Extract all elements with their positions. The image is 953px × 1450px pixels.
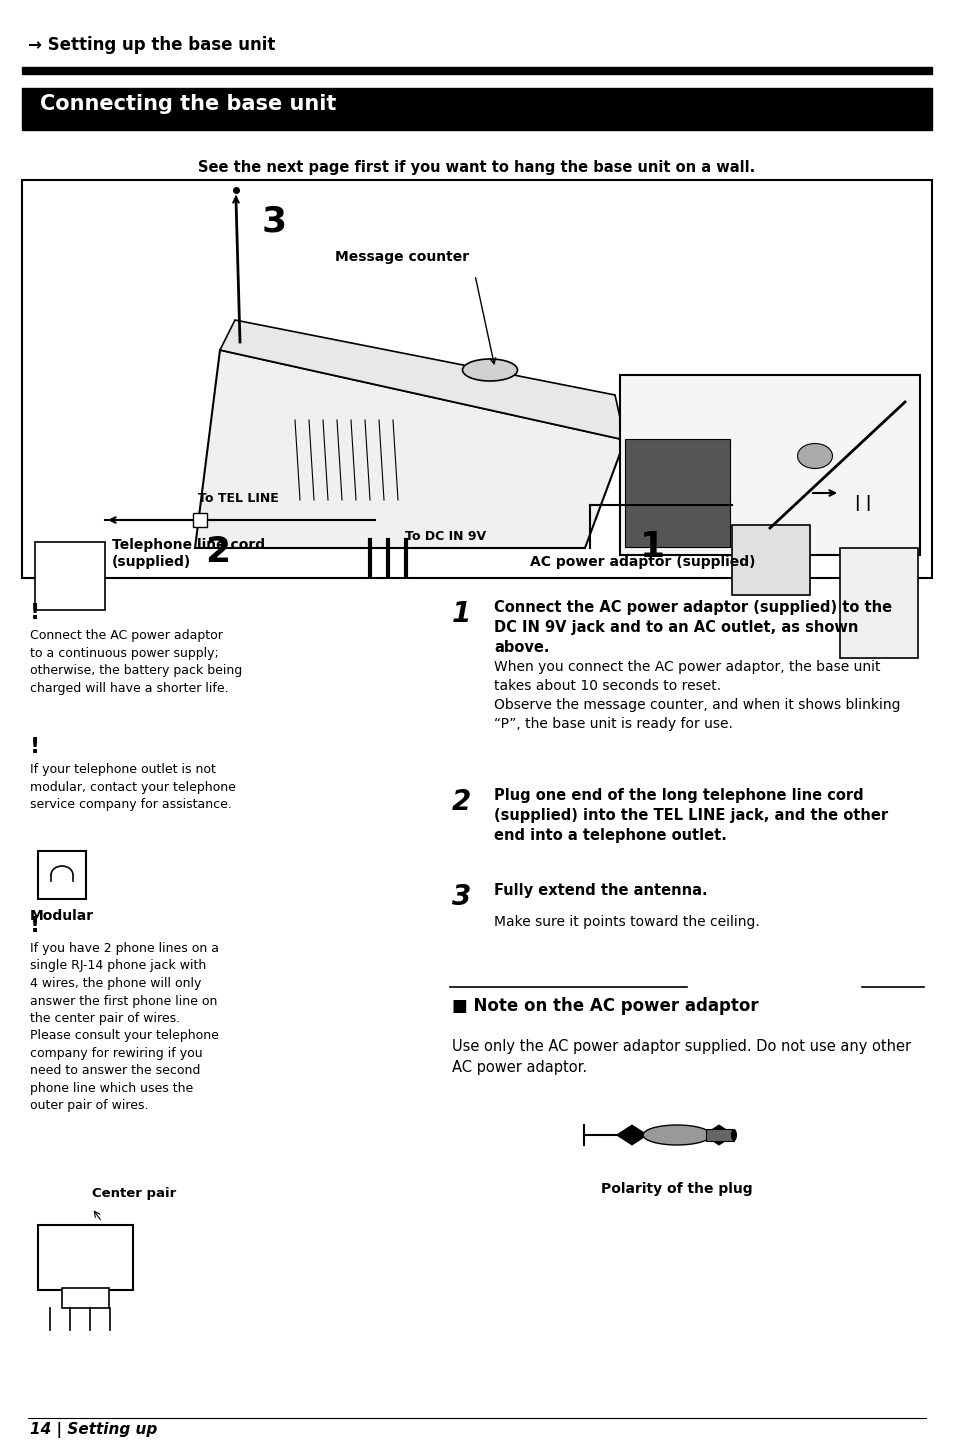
Text: See the next page first if you want to hang the base unit on a wall.: See the next page first if you want to h… bbox=[198, 160, 755, 175]
Bar bbox=[62, 1288, 110, 1308]
Text: Connect the AC power adaptor (supplied) to the
DC IN 9V jack and to an AC outlet: Connect the AC power adaptor (supplied) … bbox=[494, 600, 891, 654]
Text: To DC IN 9V: To DC IN 9V bbox=[405, 531, 486, 542]
Text: If you have 2 phone lines on a
single RJ-14 phone jack with
4 wires, the phone w: If you have 2 phone lines on a single RJ… bbox=[30, 942, 219, 1112]
Bar bbox=[840, 548, 917, 658]
Ellipse shape bbox=[730, 1130, 737, 1141]
Text: 2: 2 bbox=[452, 787, 471, 816]
Text: Center pair: Center pair bbox=[91, 1188, 176, 1201]
Bar bbox=[193, 513, 207, 526]
Polygon shape bbox=[617, 1125, 646, 1144]
Text: AC power adaptor (supplied): AC power adaptor (supplied) bbox=[530, 555, 755, 568]
Bar bbox=[38, 1225, 132, 1290]
Text: 1: 1 bbox=[639, 531, 664, 564]
Text: Use only the AC power adaptor supplied. Do not use any other
AC power adaptor.: Use only the AC power adaptor supplied. … bbox=[452, 1040, 910, 1074]
Text: 3: 3 bbox=[262, 204, 287, 239]
Text: ■ Note on the AC power adaptor: ■ Note on the AC power adaptor bbox=[452, 998, 758, 1015]
Text: If your telephone outlet is not
modular, contact your telephone
service company : If your telephone outlet is not modular,… bbox=[30, 763, 235, 811]
Ellipse shape bbox=[462, 360, 517, 381]
Polygon shape bbox=[703, 1125, 733, 1144]
Text: Connecting the base unit: Connecting the base unit bbox=[40, 94, 336, 115]
Text: 3: 3 bbox=[452, 883, 471, 911]
Text: !: ! bbox=[30, 737, 40, 757]
Text: → Setting up the base unit: → Setting up the base unit bbox=[28, 36, 275, 54]
Text: When you connect the AC power adaptor, the base unit
takes about 10 seconds to r: When you connect the AC power adaptor, t… bbox=[494, 660, 900, 731]
Text: Message counter: Message counter bbox=[335, 249, 469, 264]
Text: 1: 1 bbox=[452, 600, 471, 628]
Bar bbox=[705, 1130, 733, 1141]
Text: 14 | Setting up: 14 | Setting up bbox=[30, 1422, 157, 1438]
Text: !: ! bbox=[30, 603, 40, 624]
Text: Make sure it points toward the ceiling.: Make sure it points toward the ceiling. bbox=[494, 915, 759, 929]
Text: !: ! bbox=[30, 916, 40, 937]
Text: Plug one end of the long telephone line cord
(supplied) into the TEL LINE jack, : Plug one end of the long telephone line … bbox=[494, 787, 887, 842]
Text: 2: 2 bbox=[205, 535, 230, 568]
Bar bbox=[35, 542, 105, 610]
Text: | |: | | bbox=[854, 494, 871, 510]
Bar bbox=[38, 851, 86, 899]
Bar bbox=[619, 376, 919, 555]
Bar bbox=[22, 88, 931, 130]
Bar bbox=[22, 67, 931, 74]
Text: To TEL LINE: To TEL LINE bbox=[198, 492, 278, 505]
Text: Polarity of the plug: Polarity of the plug bbox=[600, 1182, 752, 1196]
Text: Connect the AC power adaptor
to a continuous power supply;
otherwise, the batter: Connect the AC power adaptor to a contin… bbox=[30, 629, 242, 695]
Ellipse shape bbox=[642, 1125, 710, 1146]
Text: Modular: Modular bbox=[30, 909, 94, 924]
Bar bbox=[22, 180, 931, 579]
Polygon shape bbox=[220, 320, 624, 439]
Polygon shape bbox=[194, 349, 624, 548]
Text: Telephone line cord
(supplied): Telephone line cord (supplied) bbox=[112, 538, 265, 570]
Bar bbox=[731, 525, 809, 594]
Bar bbox=[624, 439, 729, 547]
Ellipse shape bbox=[797, 444, 832, 468]
Text: Fully extend the antenna.: Fully extend the antenna. bbox=[494, 883, 707, 898]
